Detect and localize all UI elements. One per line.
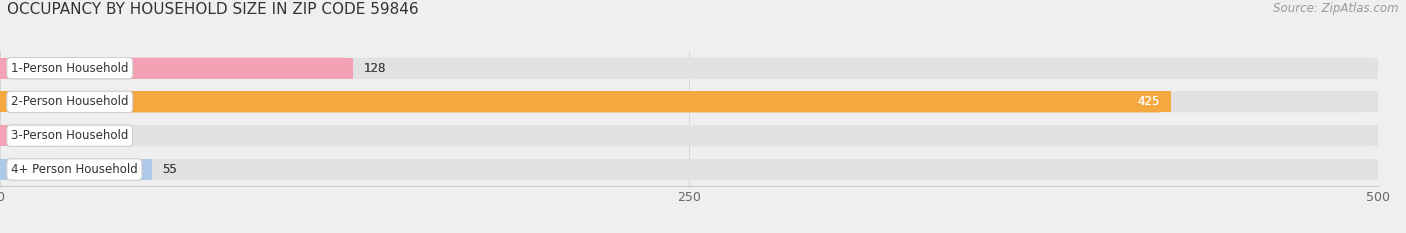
Text: 1-Person Household: 1-Person Household (11, 62, 128, 75)
FancyBboxPatch shape (11, 159, 141, 180)
FancyBboxPatch shape (11, 58, 342, 79)
Text: 26: 26 (83, 129, 97, 142)
Text: 4+ Person Household: 4+ Person Household (11, 163, 138, 176)
Bar (0, 159, 152, 180)
Text: 55: 55 (163, 163, 177, 176)
Text: 26: 26 (83, 129, 97, 142)
Text: 128: 128 (364, 62, 387, 75)
FancyBboxPatch shape (11, 58, 1367, 79)
Text: 425: 425 (1137, 96, 1160, 108)
Bar (0, 92, 1378, 112)
Bar (0, 125, 1378, 146)
Bar (0, 58, 353, 79)
Text: 2-Person Household: 2-Person Household (11, 96, 128, 108)
FancyBboxPatch shape (11, 92, 1367, 112)
Bar (0, 125, 72, 146)
Text: 55: 55 (163, 163, 177, 176)
Text: OCCUPANCY BY HOUSEHOLD SIZE IN ZIP CODE 59846: OCCUPANCY BY HOUSEHOLD SIZE IN ZIP CODE … (7, 2, 419, 17)
Bar (0, 58, 1378, 79)
FancyBboxPatch shape (11, 159, 1367, 180)
Text: 3-Person Household: 3-Person Household (11, 129, 128, 142)
FancyBboxPatch shape (11, 92, 1160, 112)
Bar (0, 92, 1171, 112)
Bar (0, 159, 1378, 180)
FancyBboxPatch shape (11, 125, 60, 146)
FancyBboxPatch shape (11, 125, 1367, 146)
Text: 1-Person Household: 1-Person Household (11, 62, 128, 75)
Text: Source: ZipAtlas.com: Source: ZipAtlas.com (1274, 2, 1399, 15)
Text: 3-Person Household: 3-Person Household (11, 129, 128, 142)
Text: 2-Person Household: 2-Person Household (11, 96, 128, 108)
Text: 4+ Person Household: 4+ Person Household (11, 163, 138, 176)
Text: 128: 128 (364, 62, 387, 75)
Text: 425: 425 (1137, 96, 1160, 108)
